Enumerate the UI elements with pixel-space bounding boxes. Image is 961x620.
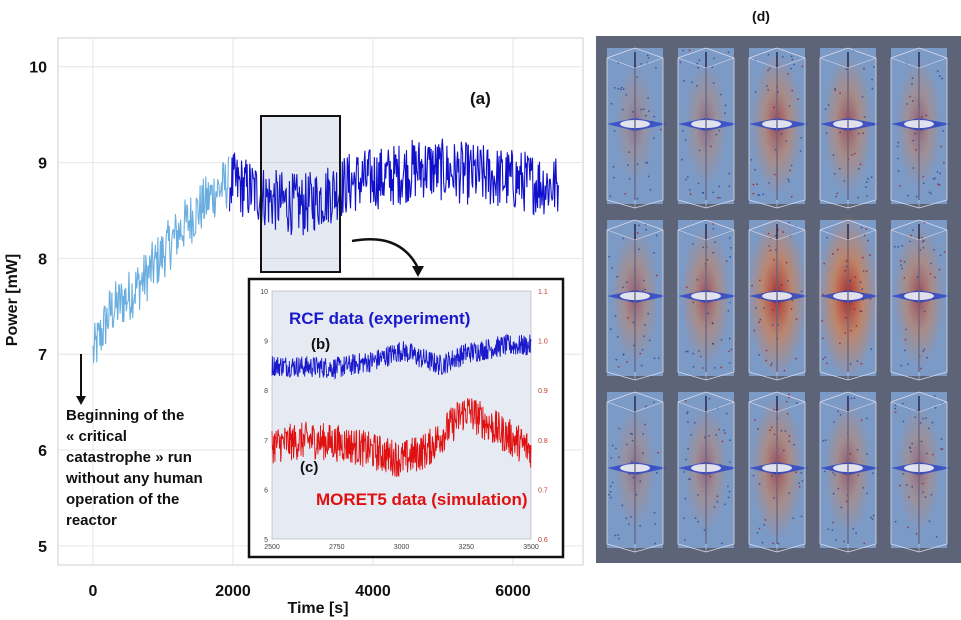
inset-series-line-0: [271, 333, 532, 380]
inset-series-lines: [271, 333, 532, 478]
inset-y-tick-right: 0.7: [538, 487, 548, 494]
inset-y-tick-right: 1.0: [538, 339, 548, 346]
legend-rcf: RCF data (experiment): [289, 309, 470, 328]
inset-y-tick-left: 5: [264, 537, 268, 544]
zoom-arrow: [351, 237, 420, 269]
start-annotation-line: operation of the: [66, 491, 179, 508]
rendering-tile: [606, 391, 667, 553]
inset-y-tick-left: 9: [264, 339, 268, 346]
zoom-box: [260, 115, 341, 273]
zoom-arrow-head: [412, 266, 424, 277]
inset-y-tick-left: 6: [264, 487, 268, 494]
inset-y-tick-right: 0.6: [538, 537, 548, 544]
rendering-tile: [748, 391, 809, 553]
label-b: (b): [311, 336, 330, 353]
inset-y-tick-left: 10: [260, 289, 268, 296]
rendering-tile: [817, 214, 880, 381]
x-tick-label: 0: [89, 583, 98, 600]
x-tick-label: 2000: [215, 583, 251, 600]
start-annotation-line: catastrophe » run: [66, 449, 192, 466]
inset-x-tick: 2750: [329, 544, 345, 551]
inset-x-tick: 3000: [394, 544, 410, 551]
x-tick-label: 6000: [495, 583, 531, 600]
start-annotation-line: Beginning of the: [66, 407, 184, 424]
inset-x-tick: 3250: [458, 544, 474, 551]
panel-d-renderings: (d): [596, 8, 961, 563]
inset-x-tick: 3500: [523, 544, 539, 551]
rendering-tile: [606, 219, 667, 381]
panel-d-label: (d): [752, 8, 770, 24]
y-tick-label: 10: [29, 60, 47, 77]
annotation-a: (a): [470, 89, 491, 108]
start-annotation-line: without any human: [65, 470, 203, 487]
y-tick-labels: 5 6 7 8 9 10: [29, 60, 47, 556]
start-arrow-head: [76, 396, 86, 405]
series-line-0: [92, 156, 230, 364]
series-line-1: [228, 138, 559, 236]
rendering-tile: [890, 47, 951, 209]
inset-y-tick-left: 7: [264, 438, 268, 445]
start-annotation-line: reactor: [66, 512, 117, 529]
rendering-tile: [677, 391, 738, 553]
y-axis-label: Power [mW]: [4, 254, 21, 346]
y-tick-label: 7: [38, 347, 47, 364]
x-tick-label: 4000: [355, 583, 391, 600]
y-tick-label: 6: [38, 443, 47, 460]
rendering-tile: [677, 219, 738, 381]
series-lines: [92, 138, 559, 364]
x-tick-labels: 0 2000 4000 6000: [89, 583, 531, 600]
rendering-tile: [890, 219, 951, 381]
rendering-tile: [747, 215, 809, 381]
rendering-tile: [748, 47, 809, 209]
rendering-tile: [819, 47, 880, 209]
x-axis-label: Time [s]: [287, 600, 348, 617]
rendering-tile: [606, 47, 667, 209]
rendering-tile: [819, 391, 880, 553]
panel-d-tiles: [606, 47, 951, 553]
label-c: (c): [300, 459, 318, 476]
y-tick-label: 9: [38, 156, 47, 173]
inset-y-tick-right: 1.1: [538, 289, 548, 296]
inset-y-tick-right: 0.9: [538, 388, 548, 395]
rendering-tile: [890, 391, 951, 553]
inset-tick-labels: 2500 2750 3000 3250 3500 5 6 7 8 9 10 0.6 0.7 0.8 0.9 1…: [260, 289, 548, 551]
inset-chart: 2500 2750 3000 3250 3500 5 6 7 8 9 10 0.6 0.7 0.8 0.9 1…: [247, 277, 565, 559]
inset-series-line-1: [271, 398, 532, 478]
start-annotation-line: « critical: [66, 428, 127, 445]
start-annotation: Beginning of the « critical catastrophe » …: [65, 407, 203, 529]
inset-y-tick-left: 8: [264, 388, 268, 395]
rendering-tile: [677, 47, 738, 209]
inset-plot-area: [271, 290, 532, 540]
y-tick-label: 8: [38, 251, 47, 268]
legend-moret5: MORET5 data (simulation): [316, 490, 528, 509]
inset-x-tick: 2500: [264, 544, 280, 551]
y-tick-label: 5: [38, 539, 47, 556]
inset-y-tick-right: 0.8: [538, 438, 548, 445]
